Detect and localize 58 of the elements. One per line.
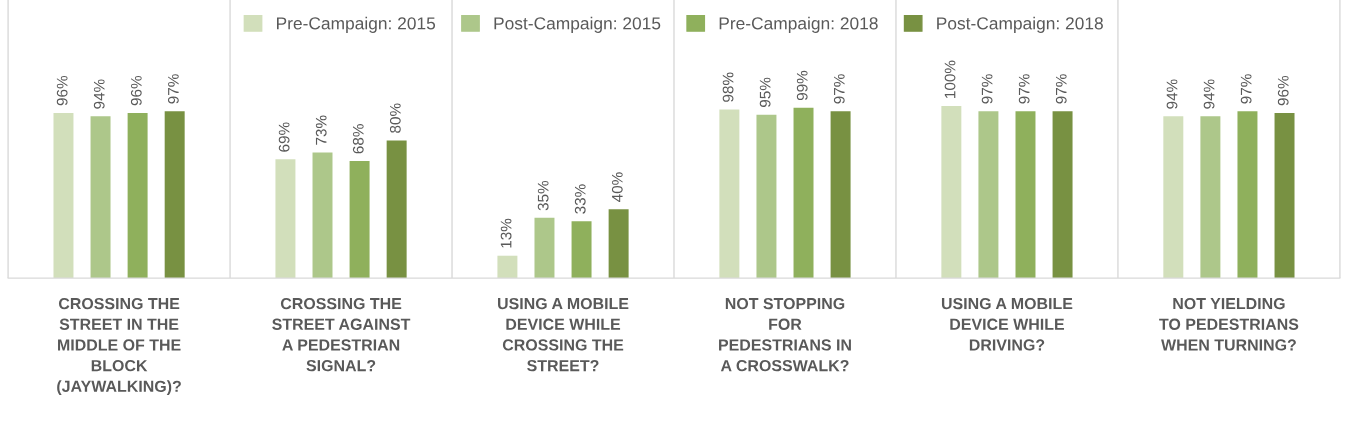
x-tick-label: USING A MOBILE DEVICE WHILE CROSSING THE STREET? <box>498 297 629 372</box>
data-label: 73% <box>315 115 327 145</box>
data-label: 94% <box>93 79 105 109</box>
bar <box>571 221 592 279</box>
x-tick-label: USING A MOBILE DEVICE WHILE DRIVING? <box>941 297 1073 351</box>
bar <box>608 209 629 279</box>
bar <box>1163 116 1184 279</box>
data-label: 97% <box>167 74 179 104</box>
bar <box>1274 112 1295 279</box>
data-label: 94% <box>1203 79 1215 109</box>
bar <box>534 217 555 279</box>
data-label: 69% <box>278 122 290 152</box>
x-tick-label: NOT STOPPING FOR PEDESTRIANS IN A CROSSWALK? <box>719 297 851 372</box>
bar <box>53 112 74 279</box>
data-label: 97% <box>1240 74 1252 104</box>
data-label: 98% <box>722 72 734 102</box>
bar <box>793 107 814 279</box>
data-label: 33% <box>574 184 586 214</box>
data-label: 97% <box>981 74 993 104</box>
bar <box>1200 116 1221 279</box>
legend-label: Pre-Campaign: 2018 <box>719 16 878 33</box>
bar <box>349 161 370 279</box>
legend-label: Post-Campaign: 2015 <box>494 16 661 33</box>
data-label: 13% <box>500 218 512 248</box>
data-label: 96% <box>130 75 142 106</box>
bar <box>1015 111 1036 279</box>
data-label: 97% <box>1018 74 1030 104</box>
bar <box>275 159 296 279</box>
data-label: 97% <box>1055 74 1067 104</box>
data-label: 99% <box>796 70 808 101</box>
data-label: 100% <box>944 60 956 98</box>
bar <box>719 109 740 279</box>
bar <box>164 111 185 279</box>
bar <box>830 111 851 279</box>
bar <box>756 114 777 279</box>
bar <box>1052 111 1073 279</box>
data-label: 94% <box>1166 79 1178 109</box>
bar <box>941 106 962 279</box>
bar <box>312 152 333 279</box>
x-tick-label: CROSSING THE STREET IN THE MIDDLE OF THE BLOCK (JAYWALKING)? <box>57 297 181 396</box>
data-label: 80% <box>389 103 401 133</box>
data-label: 68% <box>352 124 364 154</box>
bar <box>127 112 148 279</box>
data-label: 40% <box>611 172 623 202</box>
bar <box>978 111 999 279</box>
bar <box>1237 111 1258 279</box>
data-label: 35% <box>537 180 549 211</box>
data-label: 95% <box>759 77 771 107</box>
data-label: 96% <box>56 75 68 106</box>
bar <box>497 255 518 279</box>
bar <box>90 116 111 279</box>
x-tick-label: CROSSING THE STREET AGAINST A PEDESTRIAN SIGNAL? <box>272 297 411 372</box>
data-label: 96% <box>1277 75 1289 106</box>
legend-label: Post-Campaign: 2018 <box>937 16 1103 33</box>
x-tick-label: NOT YIELDING TO PEDESTRIANS WHEN TURNING? <box>1159 297 1299 351</box>
legend-label: Pre-Campaign: 2015 <box>277 16 436 33</box>
bar <box>386 140 407 279</box>
data-label: 97% <box>833 74 845 104</box>
